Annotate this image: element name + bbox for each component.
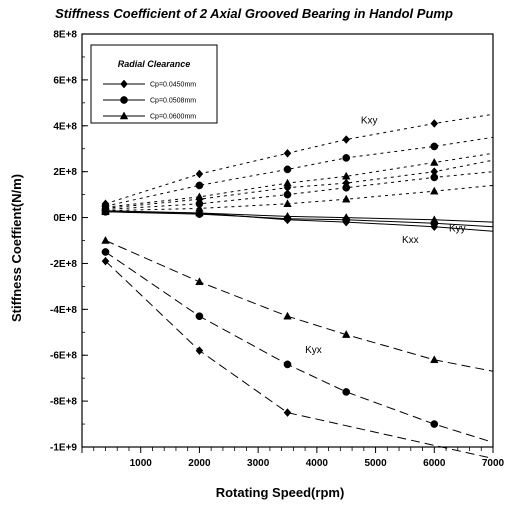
x-axis-label: Rotating Speed(rpm) bbox=[216, 485, 345, 500]
series-line bbox=[105, 260, 494, 459]
x-tick-label: 3000 bbox=[247, 458, 270, 469]
data-point bbox=[342, 388, 351, 396]
series-kxy-triangle bbox=[101, 152, 494, 211]
data-point bbox=[283, 190, 292, 199]
data-point bbox=[430, 173, 439, 182]
data-point bbox=[283, 408, 292, 417]
data-point bbox=[283, 148, 292, 158]
y-tick-label: 8E+8 bbox=[53, 30, 77, 41]
data-point bbox=[430, 142, 439, 151]
series-line bbox=[105, 171, 494, 210]
y-tick-label: -1E+9 bbox=[50, 443, 77, 454]
x-tick-label: 7000 bbox=[482, 458, 505, 469]
data-point bbox=[342, 135, 351, 144]
annotation-kxx: Kxx bbox=[402, 235, 419, 246]
data-point bbox=[195, 346, 204, 356]
legend-label: Cp=0.0450mm bbox=[150, 82, 196, 89]
data-point bbox=[283, 211, 292, 220]
series-kyx-circle bbox=[101, 248, 494, 443]
data-point bbox=[101, 207, 110, 216]
data-point bbox=[342, 183, 351, 192]
series-line bbox=[105, 136, 494, 207]
series-line bbox=[105, 184, 494, 212]
series-kxx-triangle bbox=[101, 207, 494, 224]
data-point bbox=[430, 355, 439, 364]
data-point bbox=[430, 157, 439, 166]
series-line bbox=[105, 159, 494, 209]
series-kyy-triangle bbox=[101, 184, 494, 214]
x-tick-label: 2000 bbox=[188, 458, 211, 469]
data-point bbox=[195, 208, 204, 217]
data-point bbox=[195, 277, 204, 286]
series-line bbox=[105, 211, 494, 223]
y-tick-label: 6E+8 bbox=[53, 75, 77, 86]
legend-marker bbox=[120, 96, 128, 104]
series-kyx-triangle bbox=[101, 235, 494, 372]
series-line bbox=[105, 152, 494, 208]
data-point bbox=[430, 186, 439, 195]
legend-marker bbox=[120, 79, 128, 89]
data-point bbox=[342, 154, 351, 162]
chart-title: Stiffness Coefficient of 2 Axial Grooved… bbox=[55, 6, 453, 21]
legend-label: Cp=0.0600mm bbox=[150, 114, 196, 121]
data-point bbox=[195, 181, 204, 190]
legend-label: Cp=0.0508mm bbox=[150, 98, 196, 105]
data-point bbox=[195, 169, 204, 179]
legend-entries: Cp=0.0450mm Cp=0.0508mm Cp=0.0600mm bbox=[103, 79, 196, 121]
data-point bbox=[283, 199, 292, 208]
series-line bbox=[105, 211, 494, 228]
annotation-kyx: Kyx bbox=[305, 345, 322, 356]
series-line bbox=[105, 113, 494, 205]
data-point bbox=[101, 248, 110, 256]
plot-area: -1E+9 -8E+8 -6E+8 -4E+8 -2E+8 0E+0 2E+8 4E+8 6E+… bbox=[50, 30, 505, 470]
y-tick-label: -8E+8 bbox=[50, 397, 77, 408]
data-point bbox=[283, 360, 292, 369]
x-tick-label: 4000 bbox=[306, 458, 329, 469]
y-tick-label: 0E+0 bbox=[53, 213, 77, 224]
legend: Radial Clearance Cp=0.0450mmCp=0.0508mmC… bbox=[90, 44, 218, 124]
x-tick-label: 5000 bbox=[364, 458, 387, 469]
data-point bbox=[101, 256, 110, 266]
data-point bbox=[283, 311, 292, 320]
data-point bbox=[101, 235, 110, 244]
data-point bbox=[283, 165, 292, 174]
annotation-kyy: Kyy bbox=[449, 223, 466, 234]
y-axis-label: Stiffness Coeffient(N/m) bbox=[9, 174, 24, 322]
y-tick-label: 4E+8 bbox=[53, 121, 77, 132]
y-tick-label: -4E+8 bbox=[50, 305, 77, 316]
series-line bbox=[105, 240, 494, 372]
legend-marker bbox=[119, 111, 129, 120]
data-point bbox=[430, 119, 439, 128]
x-tick-label: 6000 bbox=[423, 458, 446, 469]
y-tick-label: -2E+8 bbox=[50, 259, 77, 270]
series-kyy-circle bbox=[101, 171, 494, 214]
y-tick-label: 2E+8 bbox=[53, 167, 77, 178]
annotation-kxy: Kxy bbox=[361, 115, 378, 126]
x-tick-label: 1000 bbox=[130, 458, 153, 469]
data-point bbox=[341, 194, 351, 203]
y-tick-label: -6E+8 bbox=[50, 351, 77, 362]
series-kyx-diamond bbox=[101, 256, 494, 459]
data-point bbox=[341, 213, 351, 221]
data-point bbox=[341, 330, 351, 338]
data-point bbox=[430, 420, 439, 428]
data-point bbox=[195, 312, 204, 321]
legend-title: Radial Clearance bbox=[118, 59, 191, 69]
series-line bbox=[105, 251, 494, 443]
data-point bbox=[430, 215, 439, 224]
